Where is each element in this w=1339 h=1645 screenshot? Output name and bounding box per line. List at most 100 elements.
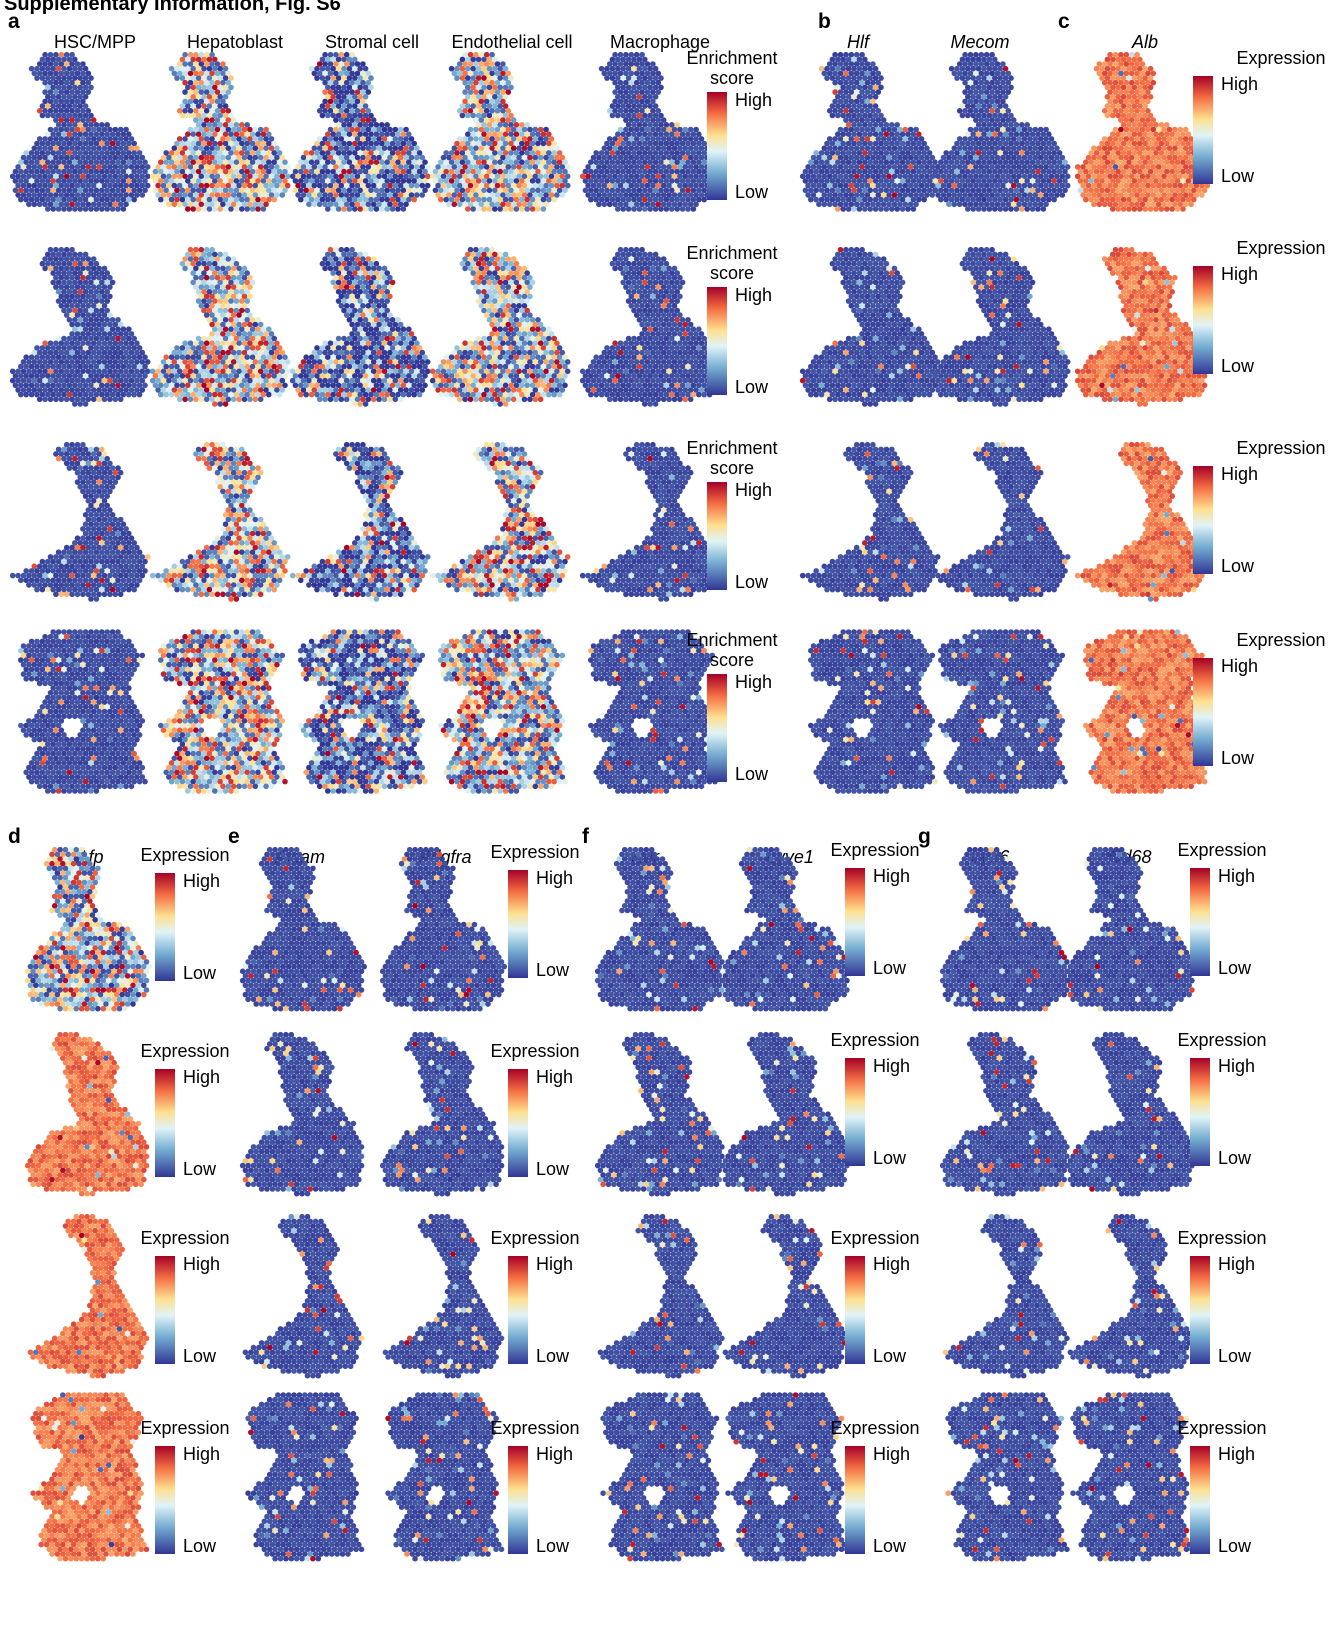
- spot: [185, 206, 191, 212]
- spot: [201, 586, 207, 593]
- spot: [115, 540, 121, 546]
- spot: [136, 187, 143, 194]
- spot: [47, 783, 54, 790]
- spot: [139, 359, 146, 365]
- spot: [212, 326, 218, 333]
- spot: [225, 591, 232, 598]
- spot: [88, 260, 94, 267]
- spot: [47, 126, 54, 133]
- spot: [327, 256, 334, 262]
- spot: [47, 563, 54, 570]
- spot: [249, 131, 256, 137]
- spot: [99, 196, 105, 203]
- spot: [82, 638, 89, 645]
- spot: [101, 340, 108, 347]
- spot: [346, 279, 353, 286]
- spot: [82, 741, 89, 747]
- spot: [160, 359, 167, 365]
- spot: [362, 168, 369, 175]
- spot: [252, 516, 259, 523]
- spot: [271, 354, 278, 361]
- spot: [271, 373, 278, 379]
- spot: [168, 647, 175, 654]
- spot: [222, 647, 229, 654]
- spot: [228, 750, 234, 757]
- spot: [66, 196, 73, 203]
- spot: [101, 652, 108, 659]
- spot: [230, 498, 237, 504]
- spot: [365, 303, 372, 309]
- spot: [34, 140, 40, 147]
- spot: [198, 303, 205, 309]
- spot: [252, 708, 259, 715]
- spot: [109, 484, 116, 490]
- spot: [193, 145, 199, 151]
- spot: [362, 260, 369, 267]
- spot: [61, 769, 67, 776]
- spot: [63, 79, 70, 86]
- spot: [69, 136, 75, 142]
- spot: [244, 647, 250, 654]
- spot: [53, 633, 59, 640]
- spot: [193, 572, 199, 579]
- spot: [179, 704, 186, 710]
- spot: [176, 145, 183, 151]
- spot: [381, 201, 388, 208]
- spot: [341, 279, 347, 286]
- spot: [255, 558, 261, 565]
- spot: [104, 540, 110, 546]
- spot: [268, 652, 275, 659]
- spot: [15, 192, 21, 198]
- spot: [222, 401, 229, 407]
- spot: [308, 187, 315, 194]
- spot: [239, 568, 245, 574]
- spot: [241, 265, 248, 272]
- spot: [239, 713, 245, 719]
- spatial-map: [149, 51, 291, 212]
- spot: [42, 173, 48, 180]
- spot: [319, 178, 326, 184]
- spot: [107, 340, 113, 347]
- spot: [274, 764, 280, 771]
- spot: [368, 326, 374, 333]
- spot: [55, 103, 62, 109]
- spot: [101, 554, 108, 560]
- spot: [88, 150, 94, 156]
- spot: [126, 196, 132, 203]
- spot: [201, 666, 207, 673]
- spot: [379, 187, 385, 194]
- spot: [225, 671, 232, 677]
- spot: [63, 544, 70, 551]
- spot: [252, 746, 259, 752]
- spot: [249, 549, 256, 555]
- spot: [28, 391, 35, 398]
- spot: [104, 685, 110, 691]
- spot: [109, 750, 116, 757]
- spot: [104, 512, 110, 518]
- spot: [112, 368, 119, 375]
- spot: [352, 159, 358, 165]
- spot: [176, 182, 183, 189]
- spot: [187, 690, 194, 696]
- spot: [99, 326, 105, 333]
- spot: [96, 331, 102, 337]
- spot: [319, 65, 326, 72]
- spot: [203, 554, 210, 560]
- spot: [126, 168, 132, 175]
- spot: [109, 465, 116, 471]
- spot: [50, 279, 56, 286]
- spot: [360, 340, 366, 347]
- spot: [117, 321, 124, 328]
- spot: [389, 279, 396, 286]
- spot: [36, 727, 43, 733]
- spot: [198, 89, 205, 95]
- spot: [63, 293, 70, 300]
- spot: [271, 666, 278, 673]
- spot: [93, 140, 100, 147]
- spot: [77, 131, 83, 137]
- spot: [214, 554, 221, 560]
- spot: [88, 196, 94, 203]
- spot: [182, 164, 188, 170]
- spot: [168, 363, 175, 370]
- spot: [322, 108, 328, 114]
